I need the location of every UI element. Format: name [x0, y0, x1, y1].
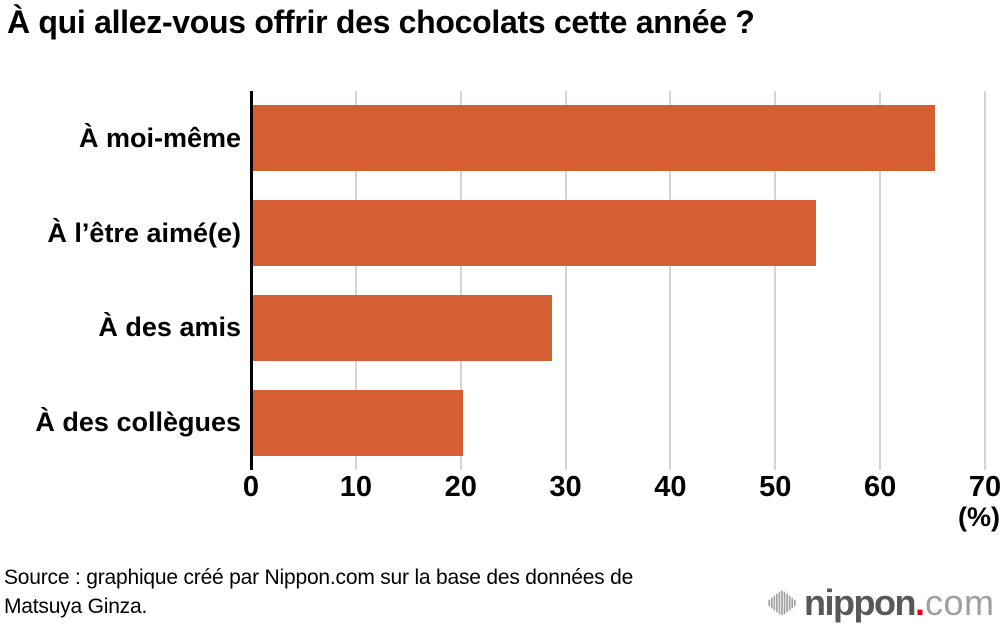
x-tick-label: 20	[444, 471, 477, 503]
x-tick-label: 10	[339, 471, 372, 503]
nippon-logo-text: nippon.com	[804, 585, 994, 621]
bar	[253, 200, 817, 267]
source-text: Source : graphique créé par Nippon.com s…	[4, 563, 633, 621]
logo-tld: com	[924, 582, 995, 623]
source-line-2: Matsuya Ginza.	[4, 595, 148, 618]
bar	[253, 294, 552, 361]
x-tick-label: 50	[759, 471, 792, 503]
x-tick-label: 0	[242, 471, 260, 503]
x-tick-label: 60	[864, 471, 897, 503]
category-label: À des amis	[98, 312, 241, 343]
plot-area	[250, 91, 986, 470]
gridline	[564, 91, 567, 470]
bar	[253, 105, 935, 172]
gridline	[669, 91, 672, 470]
category-label: À moi-même	[78, 122, 241, 153]
percent-unit-label: (%)	[958, 502, 1000, 532]
sound-wave-icon	[768, 590, 796, 616]
x-tick-label: 40	[654, 471, 687, 503]
x-tick-label: 30	[549, 471, 582, 503]
gridline	[879, 91, 882, 470]
gridline	[354, 91, 357, 470]
source-line-1: Source : graphique créé par Nippon.com s…	[4, 566, 634, 589]
logo-dot: .	[914, 582, 925, 623]
gridline	[459, 91, 462, 470]
category-label: À l’être aimé(e)	[47, 217, 241, 248]
nippon-logo: nippon.com	[768, 581, 994, 625]
gridline	[984, 91, 986, 470]
category-label: À des collègues	[35, 407, 241, 438]
y-axis-line	[250, 91, 253, 470]
page-title: À qui allez-vous offrir des chocolats ce…	[7, 4, 755, 40]
bar	[253, 389, 463, 456]
gridline	[774, 91, 777, 470]
x-tick-label: 70	[968, 471, 1000, 503]
logo-name: nippon	[804, 582, 916, 623]
